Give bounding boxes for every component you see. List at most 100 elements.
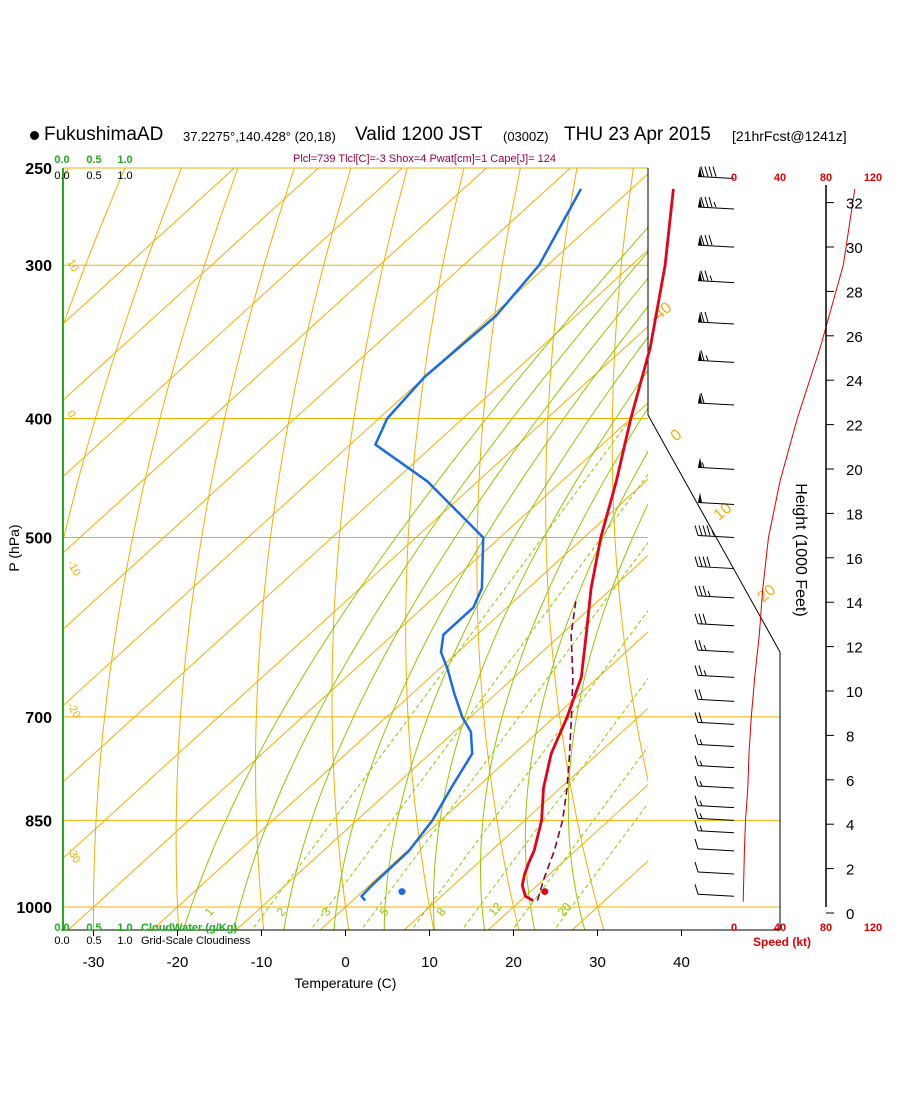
isotherm-line xyxy=(653,168,900,933)
height-tick-label: 26 xyxy=(846,329,863,346)
wind-barb-flag xyxy=(694,556,699,567)
wind-barb-flag xyxy=(702,525,707,536)
wind-barb-staff xyxy=(697,698,735,702)
height-tick-label: 6 xyxy=(846,773,854,790)
wind-barb-flag xyxy=(708,166,713,177)
mixing-ratio-line xyxy=(310,473,648,930)
wind-barb-staff xyxy=(697,848,735,852)
cloud-scale-top-black: 1.0 xyxy=(117,170,132,182)
x-tick-label: 30 xyxy=(589,954,606,971)
temperature-profile xyxy=(520,188,675,902)
height-tick-label: 20 xyxy=(846,462,863,479)
speed-tick-bottom: 40 xyxy=(774,922,786,934)
wind-barb xyxy=(694,808,735,821)
station-coords: 37.2275°,140.428° (20,18) xyxy=(183,129,336,144)
wind-barb xyxy=(694,755,735,769)
wind-barb xyxy=(697,457,735,470)
dry-adiabat-line xyxy=(255,168,352,930)
height-tick-label: 8 xyxy=(846,728,854,745)
isotherm-line xyxy=(151,478,648,930)
valid-date: THU 23 Apr 2015 xyxy=(564,124,711,145)
x-tick-label: 10 xyxy=(421,954,438,971)
height-tick-label: 32 xyxy=(846,196,863,213)
x-tick-label: 20 xyxy=(505,954,522,971)
wind-barb-staff xyxy=(697,176,735,180)
wind-barb-flag xyxy=(712,166,717,177)
cloud-scale-top-black: 0.0 xyxy=(54,170,69,182)
wind-barb xyxy=(694,734,735,747)
cloud-scale-bottom-black: 0.5 xyxy=(86,935,101,947)
wind-barb xyxy=(697,166,735,180)
pressure-tick-label: 300 xyxy=(25,258,52,275)
wind-barb-half-flag xyxy=(701,462,705,468)
speed-tick-top: 40 xyxy=(774,172,786,184)
wind-barb xyxy=(694,884,735,897)
speed-tick-top: 0 xyxy=(731,172,737,184)
dry-adiabat-label: 10 xyxy=(64,258,81,275)
wind-speed-curve xyxy=(742,188,856,902)
dry-adiabat-line xyxy=(63,168,182,544)
height-tick-label: 18 xyxy=(846,506,863,523)
wind-barb-flag xyxy=(704,270,709,281)
parcel-trace xyxy=(536,597,578,901)
speed-tick-bottom: 0 xyxy=(731,922,737,934)
wind-barb-flag xyxy=(694,734,699,745)
cloud-scale-bottom-green: 0.5 xyxy=(86,922,101,934)
wind-barb-staff xyxy=(697,321,735,325)
moist-adiabat-line xyxy=(283,277,648,930)
wind-barb xyxy=(694,775,735,789)
forecast-info: [21hrFcst@1241z] xyxy=(732,128,847,144)
wind-barb xyxy=(694,525,735,538)
dry-adiabat-line xyxy=(859,168,900,933)
wind-barb-flag xyxy=(694,525,699,536)
wind-barb xyxy=(694,689,735,702)
wind-barb-staff xyxy=(697,535,735,538)
sounding-diagnostics: Plcl=739 Tlcl[C]=-3 Shox=4 Pwat[cm]=1 Ca… xyxy=(293,153,557,165)
cloud-scale-top-green: 0.5 xyxy=(86,154,101,166)
wind-barb-flag xyxy=(700,166,705,177)
pressure-tick-label: 500 xyxy=(25,531,52,548)
pressure-tick-label: 700 xyxy=(25,710,52,727)
wind-barb-half-flag xyxy=(709,275,713,281)
dry-adiabat-line xyxy=(677,168,775,933)
wind-barb xyxy=(697,196,735,210)
isotherm-line xyxy=(737,168,900,933)
wind-barb xyxy=(694,861,735,875)
wind-barb-flag xyxy=(694,775,699,787)
wind-barb-staff xyxy=(697,830,735,834)
wind-barb-flag xyxy=(694,795,699,806)
wind-barb-half-flag xyxy=(699,760,703,766)
wind-barb-flag xyxy=(698,712,703,723)
wind-barb-half-flag xyxy=(713,201,717,208)
wind-barb-flag xyxy=(700,311,705,323)
x-tick-label: -30 xyxy=(83,954,105,971)
plot-right-boundary xyxy=(647,168,781,930)
wind-barb xyxy=(694,585,735,599)
wind-barb-flag xyxy=(694,884,699,895)
wind-barb-half-flag xyxy=(699,780,703,787)
dry-adiabat-label: 0 xyxy=(668,426,686,445)
isotherm-line xyxy=(67,402,648,930)
wind-barb-staff xyxy=(697,871,735,875)
wind-barb-flag xyxy=(694,820,699,831)
wind-barb-staff xyxy=(697,649,735,653)
wind-barb-flag xyxy=(702,556,707,567)
wind-barb-half-flag xyxy=(707,590,711,597)
wind-barb-flag xyxy=(694,613,699,624)
wind-barb-flag xyxy=(706,525,711,536)
wind-barb xyxy=(697,270,735,284)
wind-barb-half-flag xyxy=(703,644,707,651)
wind-barb-flag xyxy=(698,613,703,624)
surface-dewpoint-marker xyxy=(398,888,406,896)
mixing-ratio-line xyxy=(553,802,648,930)
dewpoint-profile xyxy=(360,188,583,902)
wind-barb-flag xyxy=(706,556,711,567)
wind-barb xyxy=(694,640,735,653)
wind-barb-staff xyxy=(697,466,735,470)
height-tick-label: 24 xyxy=(846,373,863,390)
wind-barb-half-flag xyxy=(699,800,703,806)
height-tick-label: 0 xyxy=(846,906,854,923)
wind-barb-half-flag xyxy=(699,825,703,831)
wind-barb-flag xyxy=(702,613,707,624)
